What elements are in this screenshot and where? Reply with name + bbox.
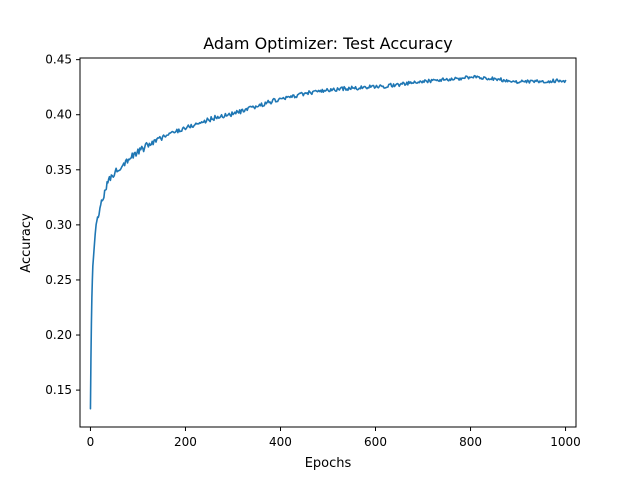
x-tick-label: 1000	[550, 435, 581, 449]
accuracy-series-line	[89, 74, 567, 410]
axes: 0 200 400 600 800 1000 0.15 0.20 0.25 0.30 0.35 0.4…	[45, 53, 581, 449]
x-tick-label: 800	[459, 435, 482, 449]
y-tick-label: 0.25	[45, 273, 72, 287]
x-tick-label: 600	[364, 435, 387, 449]
x-tick-label: 0	[87, 435, 95, 449]
y-tick-label: 0.40	[45, 108, 72, 122]
x-tick-label: 200	[174, 435, 197, 449]
y-tick-label: 0.45	[45, 53, 72, 67]
y-tick-label: 0.30	[45, 218, 72, 232]
chart-title: Adam Optimizer: Test Accuracy	[203, 34, 452, 53]
plot-area	[89, 74, 567, 410]
y-axis-label: Accuracy	[19, 213, 34, 273]
y-tick-label: 0.20	[45, 328, 72, 342]
y-tick-label: 0.35	[45, 163, 72, 177]
y-tick-label: 0.15	[45, 383, 72, 397]
x-tick-label: 400	[269, 435, 292, 449]
x-axis-label: Epochs	[305, 456, 352, 471]
plot-frame	[79, 57, 577, 428]
